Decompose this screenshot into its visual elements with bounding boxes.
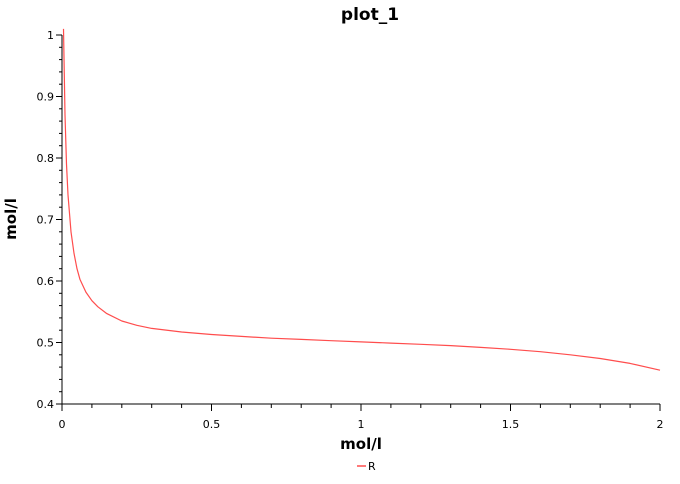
series-layer: [62, 28, 661, 371]
y-tick-label: 0.8: [37, 152, 55, 165]
x-tick-label: 0.5: [203, 418, 221, 431]
x-axis-label: mol/l: [340, 435, 382, 453]
y-tick-label: 0.6: [37, 275, 55, 288]
y-axis-ticks: 0.4 0.5 0.6 0.7 0.8 0.9 1: [37, 29, 62, 411]
y-tick-label: 0.5: [37, 337, 55, 350]
x-tick-label: 0: [59, 418, 66, 431]
x-tick-label: 1.5: [502, 418, 520, 431]
x-axis-ticks: 0 0.5 1 1.5 2: [59, 404, 664, 431]
x-tick-label: 2: [657, 418, 664, 431]
y-axis-label: mol/l: [2, 198, 20, 240]
legend: R: [357, 460, 376, 473]
y-tick-label: 0.9: [37, 91, 55, 104]
x-tick-label: 1: [358, 418, 365, 431]
y-tick-label: 0.4: [37, 398, 55, 411]
y-tick-label: 1: [47, 29, 54, 42]
legend-label: R: [368, 460, 376, 473]
series-line-R: [62, 28, 661, 371]
y-tick-label: 0.7: [37, 214, 55, 227]
chart-title: plot_1: [341, 5, 399, 25]
